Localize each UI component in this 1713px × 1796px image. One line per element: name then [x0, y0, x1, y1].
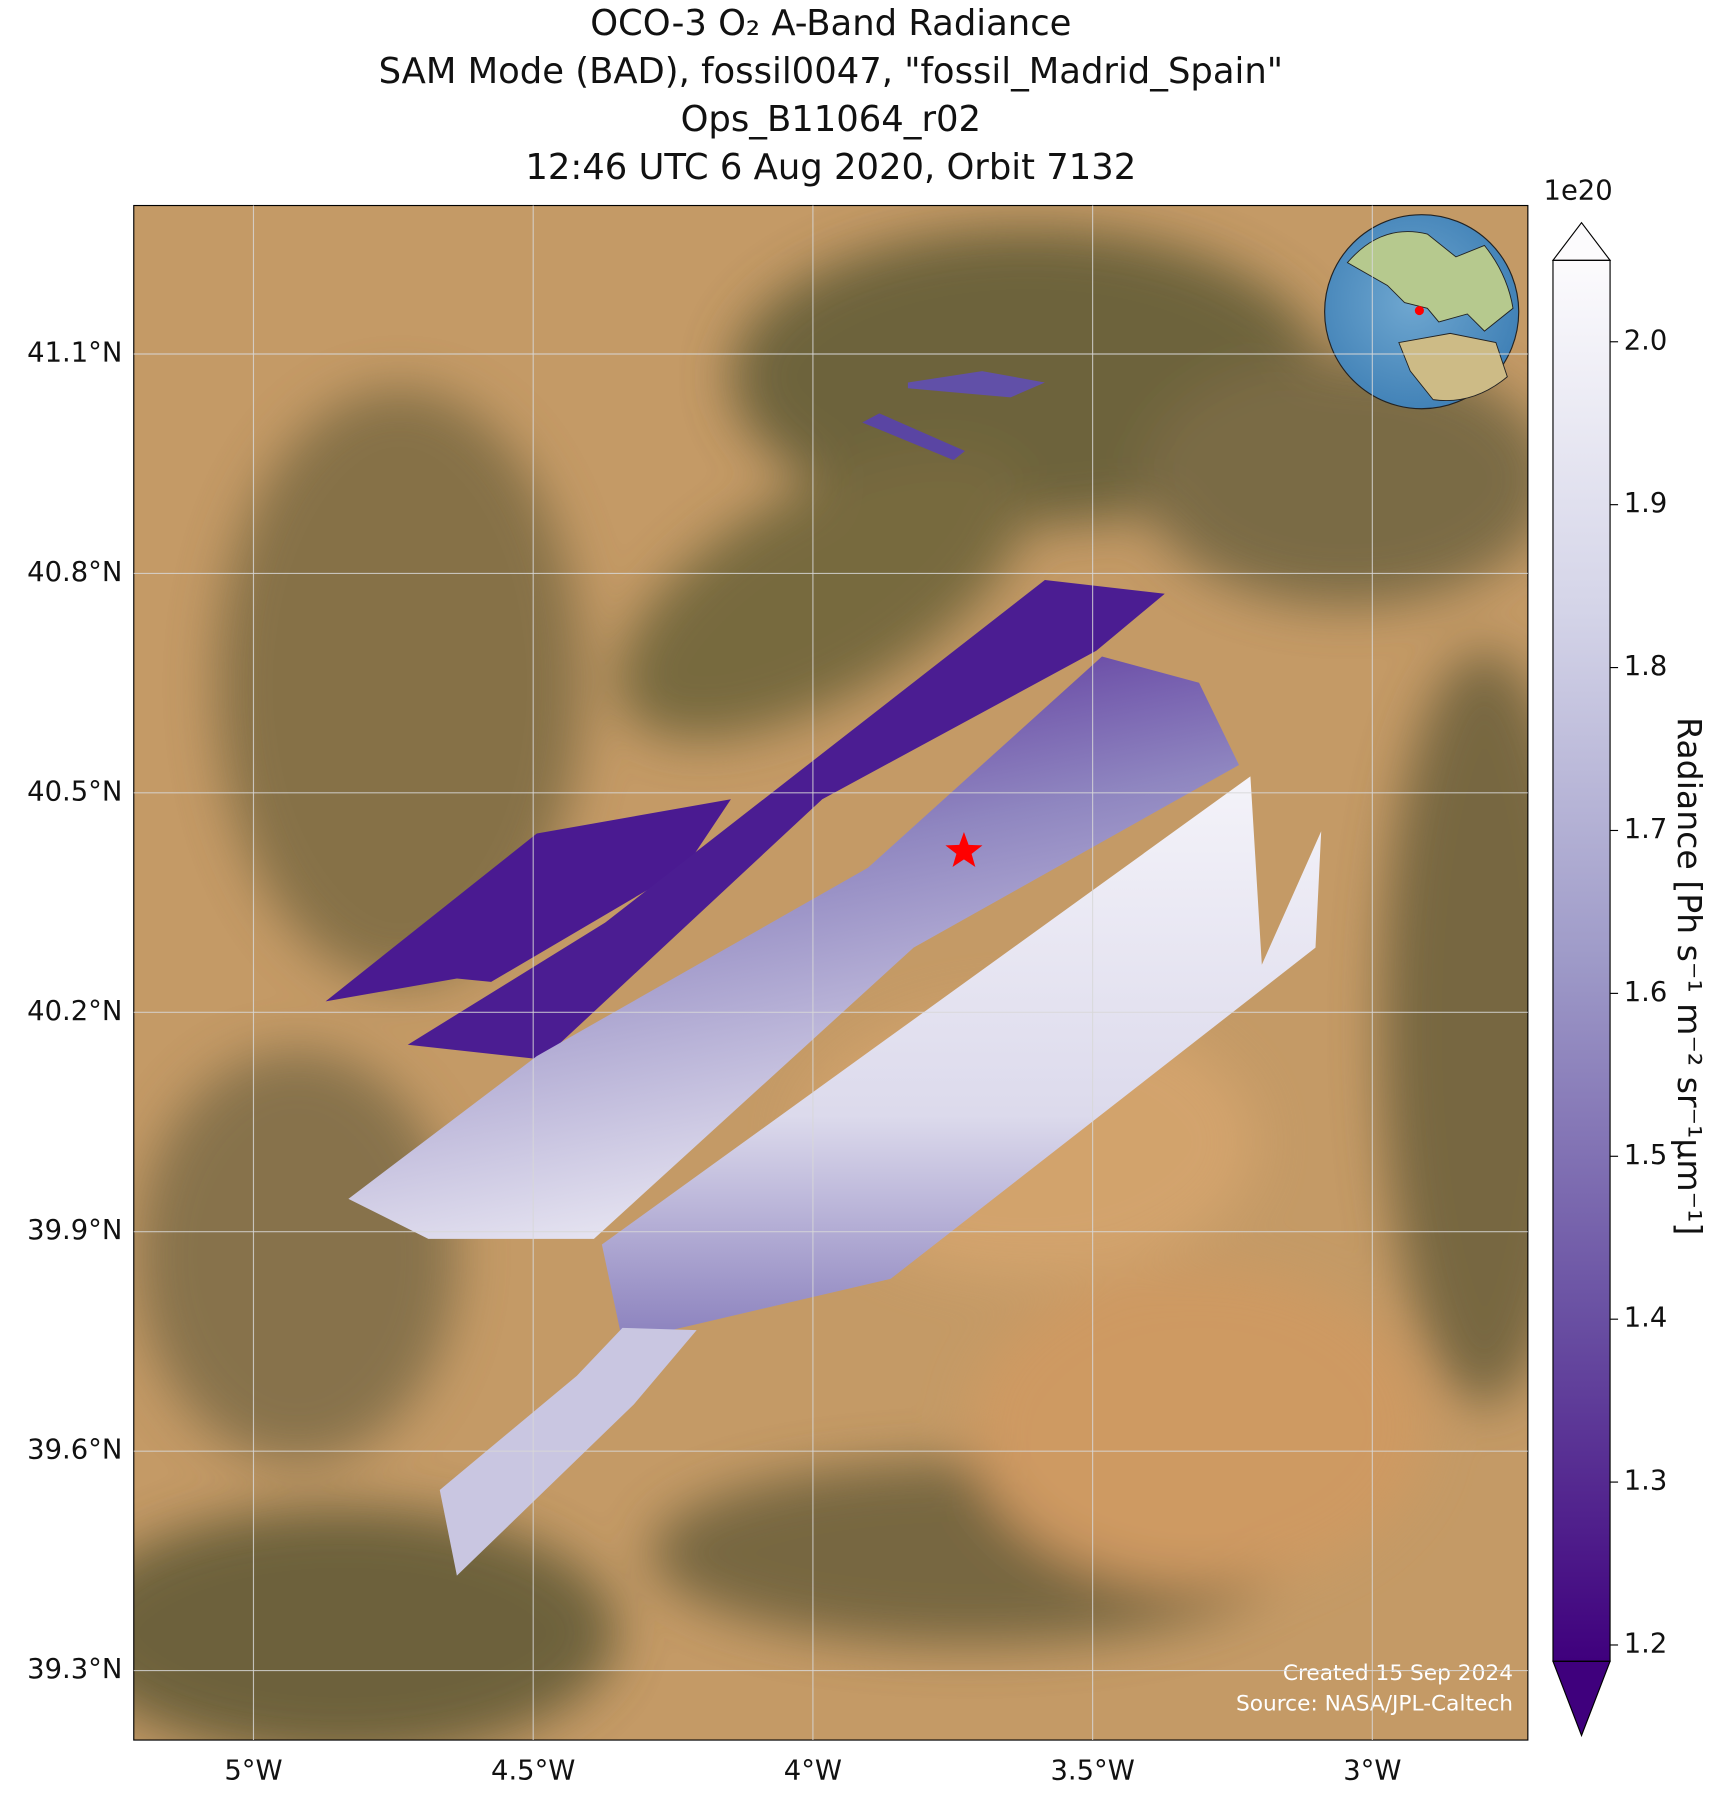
swath — [325, 799, 731, 1002]
colorbar-extend-min — [1552, 1660, 1611, 1738]
y-tick-label: 39.6°N — [27, 1435, 122, 1466]
x-tick-label: 3°W — [1343, 1756, 1401, 1787]
colorbar-tick-label: 1.6 — [1624, 977, 1668, 1008]
basemap — [133, 205, 1528, 1741]
credit: Source: NASA/JPL-Caltech — [1236, 1692, 1513, 1717]
globe-target — [1414, 305, 1424, 316]
colorbar-frame — [1552, 259, 1611, 1662]
x-tick-label: 4.5°W — [491, 1756, 575, 1787]
y-tick-label: 39.3°N — [27, 1654, 122, 1685]
y-tick-label: 39.9°N — [27, 1215, 122, 1246]
colorbar-offset: 1e20 — [1544, 175, 1613, 206]
y-tick-label: 40.5°N — [27, 776, 122, 807]
credit: Created 15 Sep 2024 — [1283, 1661, 1513, 1686]
colorbar-tick-label: 1.3 — [1624, 1466, 1668, 1497]
swath — [907, 371, 1045, 398]
y-tick-label: 40.8°N — [27, 557, 122, 588]
colorbar-tick-label: 1.5 — [1624, 1140, 1668, 1171]
colorbar-tick-label: 2.0 — [1624, 325, 1668, 356]
x-tick-label: 5°W — [224, 1756, 282, 1787]
map-frame — [133, 204, 1529, 1741]
land — [1398, 332, 1508, 401]
x-tick-label: 3.5°W — [1050, 1756, 1134, 1787]
colorbar — [1552, 260, 1611, 1662]
target-marker — [945, 832, 983, 868]
swath — [439, 1327, 697, 1576]
chart-title: 12:46 UTC 6 Aug 2020, Orbit 7132 — [525, 147, 1136, 188]
colorbar-tick-label: 1.4 — [1624, 1303, 1668, 1334]
swath — [862, 413, 965, 461]
x-tick-label: 4°W — [784, 1756, 842, 1787]
colorbar-extend-max — [1551, 221, 1612, 261]
chart-title: OCO-3 O₂ A-Band Radiance — [590, 3, 1071, 44]
swath — [348, 656, 1239, 1239]
y-tick-label: 40.2°N — [27, 996, 122, 1027]
land — [1346, 231, 1514, 332]
colorbar-label: Radiance [Ph s⁻¹ m⁻² sr⁻¹μm⁻¹] — [1670, 717, 1709, 1235]
colorbar-tick-label: 1.8 — [1624, 651, 1668, 682]
colorbar-tick-label: 1.9 — [1624, 488, 1668, 519]
colorbar-tick-label: 1.7 — [1624, 814, 1668, 845]
y-tick-label: 41.1°N — [27, 337, 122, 368]
swath — [407, 580, 1165, 1060]
swath — [601, 776, 1322, 1342]
colorbar-tick-label: 1.2 — [1624, 1628, 1668, 1659]
chart-title: Ops_B11064_r02 — [681, 99, 981, 140]
chart-title: SAM Mode (BAD), fossil0047, "fossil_Madr… — [379, 51, 1283, 92]
